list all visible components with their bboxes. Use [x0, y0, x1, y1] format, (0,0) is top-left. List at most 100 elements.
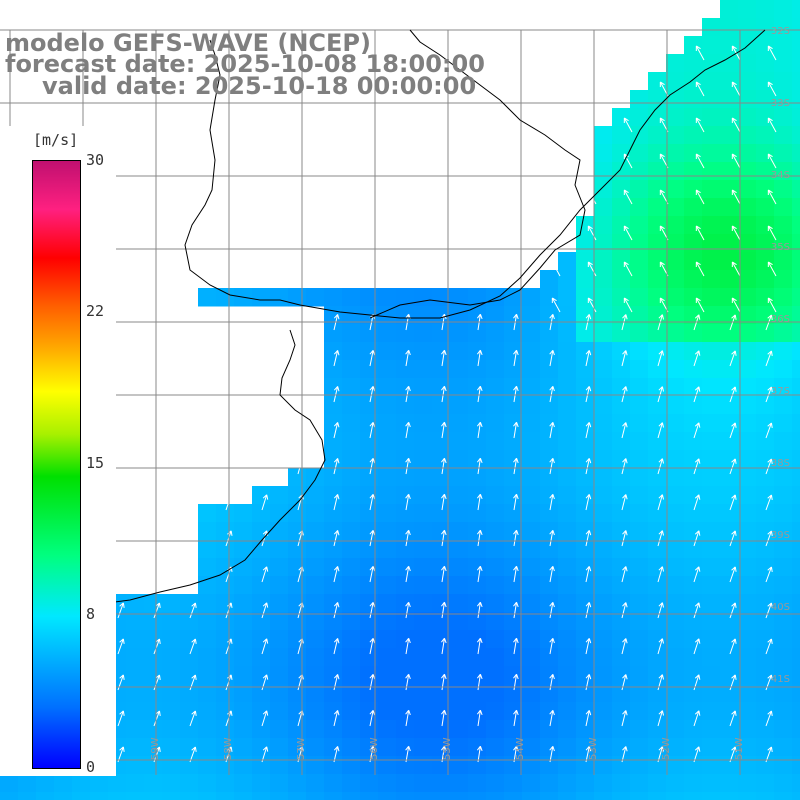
wind-cell [684, 774, 703, 793]
wind-cell [612, 414, 631, 433]
wind-cell [324, 630, 343, 649]
wind-cell [774, 252, 793, 271]
wind-cell [774, 522, 793, 541]
wind-cell [432, 774, 451, 793]
coastline-path [184, 29, 766, 319]
wind-cell [666, 558, 685, 577]
wind-cell [648, 126, 667, 145]
wind-cell [360, 324, 379, 343]
wind-cell [684, 162, 703, 181]
wind-cell [648, 360, 667, 379]
wind-cell [486, 414, 505, 433]
wind-cell [18, 774, 37, 793]
wind-cell [396, 666, 415, 685]
wind-cell [306, 648, 325, 667]
wind-cell [612, 756, 631, 775]
wind-cell [774, 756, 793, 775]
wind-cell [648, 630, 667, 649]
wind-cell [720, 90, 739, 109]
wind-cell [342, 432, 361, 451]
wind-cell [792, 558, 800, 577]
wind-arrow [585, 386, 592, 403]
wind-cell [234, 522, 253, 541]
wind-cell [414, 558, 433, 577]
wind-cell [720, 126, 739, 145]
wind-cell [630, 324, 649, 343]
wind-cell [360, 720, 379, 739]
wind-cell [756, 774, 775, 793]
wind-cell [738, 126, 757, 145]
lat-label: 41S [771, 674, 790, 685]
wind-cell [342, 630, 361, 649]
lat-label: 32S [771, 26, 790, 37]
wind-arrow [657, 710, 664, 727]
wind-cell [720, 144, 739, 163]
wind-cell [522, 612, 541, 631]
wind-cell [162, 612, 181, 631]
wind-cell [198, 684, 217, 703]
wind-cell [342, 450, 361, 469]
wind-arrow [693, 746, 701, 763]
wind-cell [756, 756, 775, 775]
wind-cell [414, 612, 433, 631]
wind-cell [216, 558, 235, 577]
wind-arrow [623, 261, 633, 277]
wind-cell [198, 720, 217, 739]
wind-cell [342, 756, 361, 775]
wind-cell [522, 504, 541, 523]
wind-cell [684, 558, 703, 577]
wind-cell [720, 198, 739, 217]
wind-cell [504, 450, 523, 469]
wind-cell [648, 684, 667, 703]
wind-cell [666, 198, 685, 217]
wind-cell [414, 594, 433, 613]
wind-cell [486, 684, 505, 703]
wind-arrow [369, 637, 376, 655]
wind-cell [486, 288, 505, 307]
wind-arrow [405, 601, 411, 619]
wind-cell [306, 774, 325, 793]
wind-arrow [765, 638, 773, 655]
wind-cell [144, 720, 163, 739]
wind-cell [738, 90, 757, 109]
wind-cell [324, 738, 343, 757]
wind-cell [414, 360, 433, 379]
wind-cell [756, 576, 775, 595]
wind-cell [396, 738, 415, 757]
wind-cell [648, 90, 667, 109]
wind-cell [684, 684, 703, 703]
wind-cell [774, 540, 793, 559]
wind-cell [792, 108, 800, 127]
wind-cell [738, 396, 757, 415]
wind-cell [324, 504, 343, 523]
wind-cell [270, 504, 289, 523]
wind-cell [360, 684, 379, 703]
wind-cell [756, 0, 775, 19]
wind-arrow [261, 566, 269, 583]
wind-cell [702, 738, 721, 757]
wind-arrow [441, 349, 447, 367]
wind-arrow [695, 189, 705, 205]
wind-cell [540, 576, 559, 595]
wind-cell [486, 468, 505, 487]
wind-cell [774, 396, 793, 415]
wind-cell [342, 288, 361, 307]
wind-cell [648, 486, 667, 505]
wind-cell [342, 648, 361, 667]
wind-arrow [767, 81, 777, 97]
wind-cell [450, 702, 469, 721]
wind-cell [594, 738, 613, 757]
wind-cell [558, 486, 577, 505]
wind-cell [468, 378, 487, 397]
wind-cell [414, 576, 433, 595]
wind-cell [648, 450, 667, 469]
wind-arrow [333, 638, 340, 655]
wind-cell [720, 180, 739, 199]
wind-cell [414, 504, 433, 523]
wind-cell [360, 630, 379, 649]
colorbar-tick: 30 [86, 151, 105, 169]
wind-cell [378, 612, 397, 631]
wind-cell [666, 252, 685, 271]
wind-arrow [441, 709, 447, 727]
